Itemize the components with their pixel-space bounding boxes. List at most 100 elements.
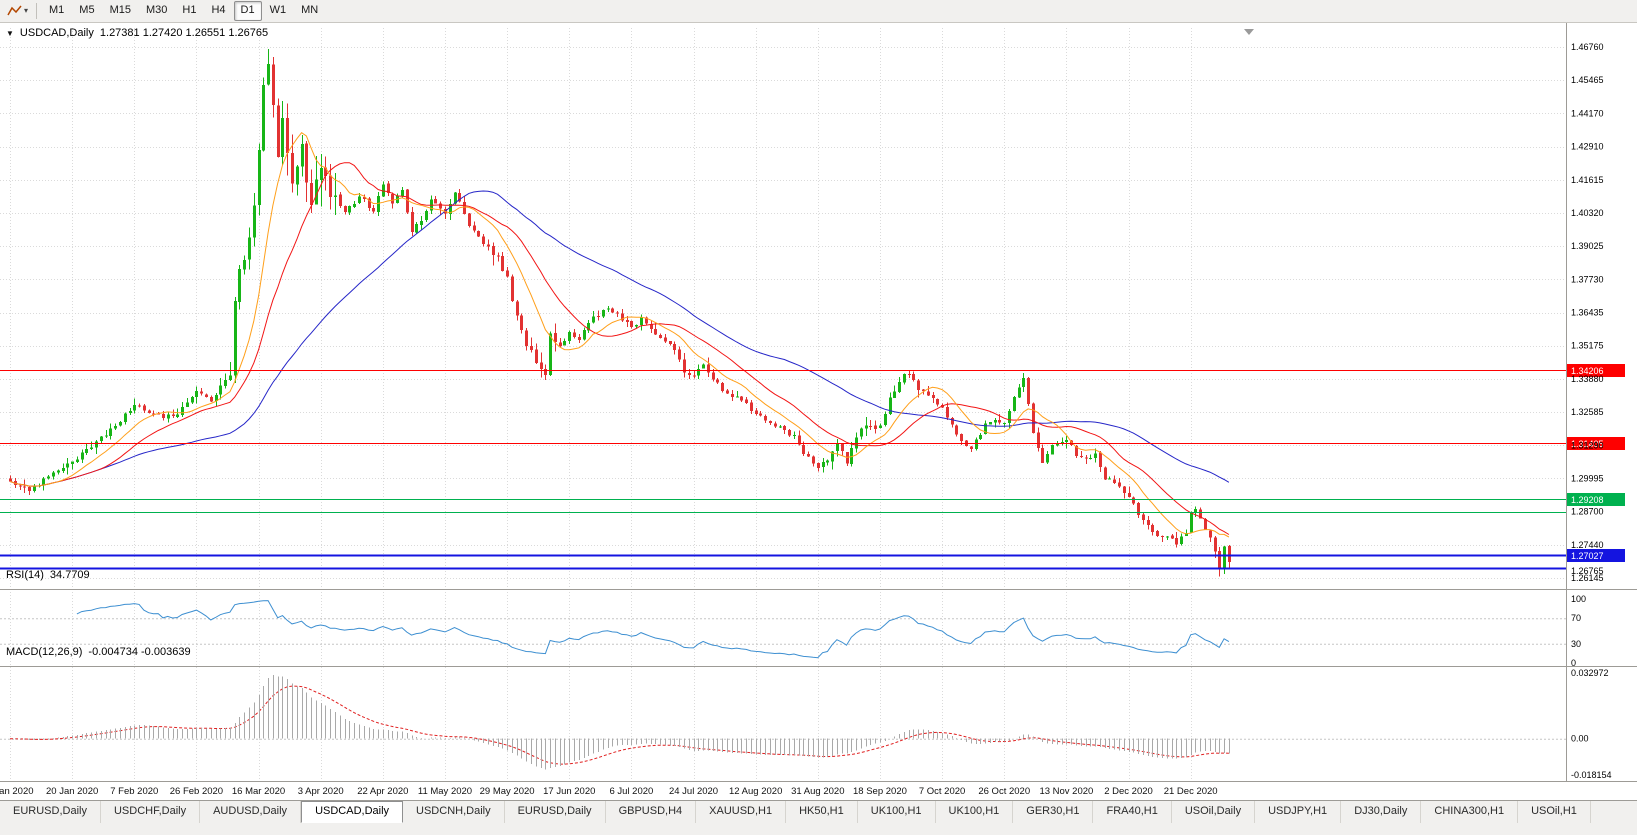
- chart-window[interactable]: 1.34206 1.31405 1.29208 1.27027 1.46760 1.454…: [0, 23, 1637, 800]
- svg-text:22 Apr 2020: 22 Apr 2020: [357, 786, 408, 797]
- svg-text:24 Jul 2020: 24 Jul 2020: [669, 786, 718, 797]
- svg-text:1.27440: 1.27440: [1571, 540, 1604, 550]
- panel-dividers: [0, 589, 1637, 782]
- svg-text:30: 30: [1571, 639, 1581, 649]
- chart-tab-usoil-h1[interactable]: USOil,H1: [1518, 801, 1591, 823]
- current-price-label: 1.26765: [1571, 566, 1604, 576]
- chart-tabbar: EURUSD,Daily USDCHF,Daily AUDUSD,Daily USDC…: [0, 800, 1637, 823]
- timeframe-button-h1[interactable]: H1: [182, 4, 197, 17]
- svg-text:1.29995: 1.29995: [1571, 473, 1604, 483]
- svg-text:1.31405: 1.31405: [1571, 439, 1604, 449]
- svg-text:1.39025: 1.39025: [1571, 241, 1604, 251]
- svg-text:7 Feb 2020: 7 Feb 2020: [110, 786, 158, 797]
- timeframe-button-m15[interactable]: M15: [109, 4, 131, 17]
- chart-tab-fra40-h1[interactable]: FRA40,H1: [1093, 801, 1172, 823]
- svg-text:1.27027: 1.27027: [1571, 551, 1604, 561]
- ma-slow-line: [9, 190, 1230, 487]
- svg-text:1.46760: 1.46760: [1571, 42, 1604, 52]
- chart-tab-usdjpy-h1[interactable]: USDJPY,H1: [1255, 801, 1342, 823]
- horizontal-lines[interactable]: 1.34206 1.31405 1.29208 1.27027: [0, 364, 1625, 570]
- svg-text:21 Dec 2020: 21 Dec 2020: [1164, 786, 1218, 797]
- chart-tab-dj30-daily[interactable]: DJ30,Daily: [1341, 801, 1422, 823]
- svg-text:6 Jul 2020: 6 Jul 2020: [609, 786, 653, 797]
- svg-text:0: 0: [1571, 658, 1576, 668]
- collapse-triangle-icon[interactable]: ▼: [6, 28, 14, 38]
- toolbar-separator: [36, 3, 38, 19]
- svg-text:11 May 2020: 11 May 2020: [418, 786, 472, 797]
- svg-text:1.44170: 1.44170: [1571, 108, 1604, 118]
- price-scale[interactable]: 1.46760 1.45465 1.44170 1.42910 1.41615 1.403…: [1566, 23, 1604, 781]
- chart-tab-eurusd-daily[interactable]: EURUSD,Daily: [0, 801, 101, 823]
- svg-text:1.41615: 1.41615: [1571, 175, 1604, 185]
- svg-text:26 Feb 2020: 26 Feb 2020: [170, 786, 223, 797]
- svg-text:-0.018154: -0.018154: [1571, 770, 1612, 780]
- svg-text:31 Aug 2020: 31 Aug 2020: [791, 786, 844, 797]
- svg-text:100: 100: [1571, 594, 1586, 604]
- candlesticks: [9, 49, 1231, 577]
- toolbar: ▾ M1 M5 M15 M30 H1 H4 D1 W1 MN: [0, 0, 1637, 23]
- status-strip: [0, 823, 1637, 835]
- chart-tab-usdchf-daily[interactable]: USDCHF,Daily: [101, 801, 201, 823]
- svg-text:3 Apr 2020: 3 Apr 2020: [298, 786, 344, 797]
- svg-text:1.42910: 1.42910: [1571, 142, 1604, 152]
- chart-tab-hk50-h1[interactable]: HK50,H1: [786, 801, 858, 823]
- svg-text:1.26145: 1.26145: [1571, 573, 1604, 583]
- svg-text:26 Oct 2020: 26 Oct 2020: [978, 786, 1030, 797]
- chart-tab-gbpusd-h4[interactable]: GBPUSD,H4: [606, 801, 697, 823]
- svg-text:1.34206: 1.34206: [1571, 366, 1604, 376]
- chevron-down-icon: ▾: [24, 6, 29, 15]
- svg-text:70: 70: [1571, 613, 1581, 623]
- chart-tab-uk100-h1[interactable]: UK100,H1: [936, 801, 1014, 823]
- svg-text:1.40320: 1.40320: [1571, 208, 1604, 218]
- rsi-line: [76, 600, 1230, 659]
- timeframe-button-w1[interactable]: W1: [269, 4, 287, 17]
- svg-text:1.35175: 1.35175: [1571, 341, 1604, 351]
- svg-text:29 May 2020: 29 May 2020: [480, 786, 535, 797]
- chart-tab-uk100-h1[interactable]: UK100,H1: [858, 801, 936, 823]
- timeframe-button-m30[interactable]: M30: [145, 4, 168, 17]
- svg-text:0.032972: 0.032972: [1571, 668, 1609, 678]
- timeframe-button-m5[interactable]: M5: [79, 4, 95, 17]
- svg-text:17 Jun 2020: 17 Jun 2020: [543, 786, 595, 797]
- svg-text:0.00: 0.00: [1571, 734, 1589, 744]
- svg-text:1.29208: 1.29208: [1571, 495, 1604, 505]
- svg-text:1.31290: 1.31290: [1571, 440, 1604, 450]
- grid-lines: [0, 28, 1566, 781]
- ma-fast-line: [9, 132, 1230, 538]
- chart-tab-usdcnh-daily[interactable]: USDCNH,Daily: [403, 801, 505, 823]
- macd-panel: 0.032972 0.00 -0.018154: [0, 668, 1612, 780]
- timeframe-toolbar: M1 M5 M15 M30 H1 H4 D1 W1 MN: [42, 1, 325, 21]
- svg-text:1.28700: 1.28700: [1571, 507, 1604, 517]
- svg-text:2 Dec 2020: 2 Dec 2020: [1104, 786, 1153, 797]
- ma-mid-line: [9, 162, 1230, 535]
- svg-text:1.33880: 1.33880: [1571, 374, 1604, 384]
- chart-tab-ger30-h1[interactable]: GER30,H1: [1013, 801, 1094, 823]
- chart-tab-usoil-daily[interactable]: USOil,Daily: [1172, 801, 1256, 823]
- date-axis[interactable]: 1 Jan 2020 20 Jan 2020 7 Feb 2020 26 Feb 20…: [0, 786, 1218, 797]
- price-chart-svg[interactable]: 1.34206 1.31405 1.29208 1.27027 1.46760 1.454…: [0, 23, 1637, 800]
- chart-tab-china300-h1[interactable]: CHINA300,H1: [1421, 801, 1519, 823]
- macd-histogram: [15, 675, 1230, 770]
- svg-text:1.37730: 1.37730: [1571, 274, 1604, 284]
- timeframe-button-d1[interactable]: D1: [233, 1, 262, 21]
- macd-signal-line: [9, 685, 1229, 765]
- chart-mode-button[interactable]: ▾: [4, 2, 31, 20]
- chart-tab-usdcad-daily[interactable]: USDCAD,Daily: [301, 801, 404, 823]
- svg-text:1.45465: 1.45465: [1571, 75, 1604, 85]
- rsi-panel: 100 70 30 0: [0, 594, 1586, 668]
- svg-text:18 Sep 2020: 18 Sep 2020: [853, 786, 907, 797]
- chart-shift-marker-icon: [1244, 29, 1254, 35]
- svg-text:20 Jan 2020: 20 Jan 2020: [46, 786, 98, 797]
- svg-text:7 Oct 2020: 7 Oct 2020: [919, 786, 965, 797]
- svg-text:16 Mar 2020: 16 Mar 2020: [232, 786, 285, 797]
- svg-text:1.36435: 1.36435: [1571, 308, 1604, 318]
- timeframe-button-mn[interactable]: MN: [301, 4, 319, 17]
- chart-tab-audusd-daily[interactable]: AUDUSD,Daily: [200, 801, 302, 823]
- timeframe-button-m1[interactable]: M1: [49, 4, 65, 17]
- chart-tab-eurusd-daily[interactable]: EURUSD,Daily: [505, 801, 606, 823]
- svg-text:1 Jan 2020: 1 Jan 2020: [0, 786, 34, 797]
- timeframe-button-h4[interactable]: H4: [211, 4, 226, 17]
- svg-text:12 Aug 2020: 12 Aug 2020: [729, 786, 782, 797]
- chart-tab-xauusd-h1[interactable]: XAUUSD,H1: [696, 801, 787, 823]
